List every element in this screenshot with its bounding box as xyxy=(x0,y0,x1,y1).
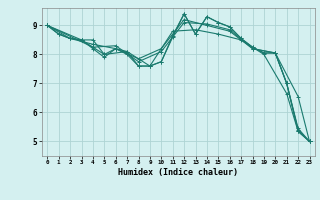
X-axis label: Humidex (Indice chaleur): Humidex (Indice chaleur) xyxy=(118,168,238,177)
